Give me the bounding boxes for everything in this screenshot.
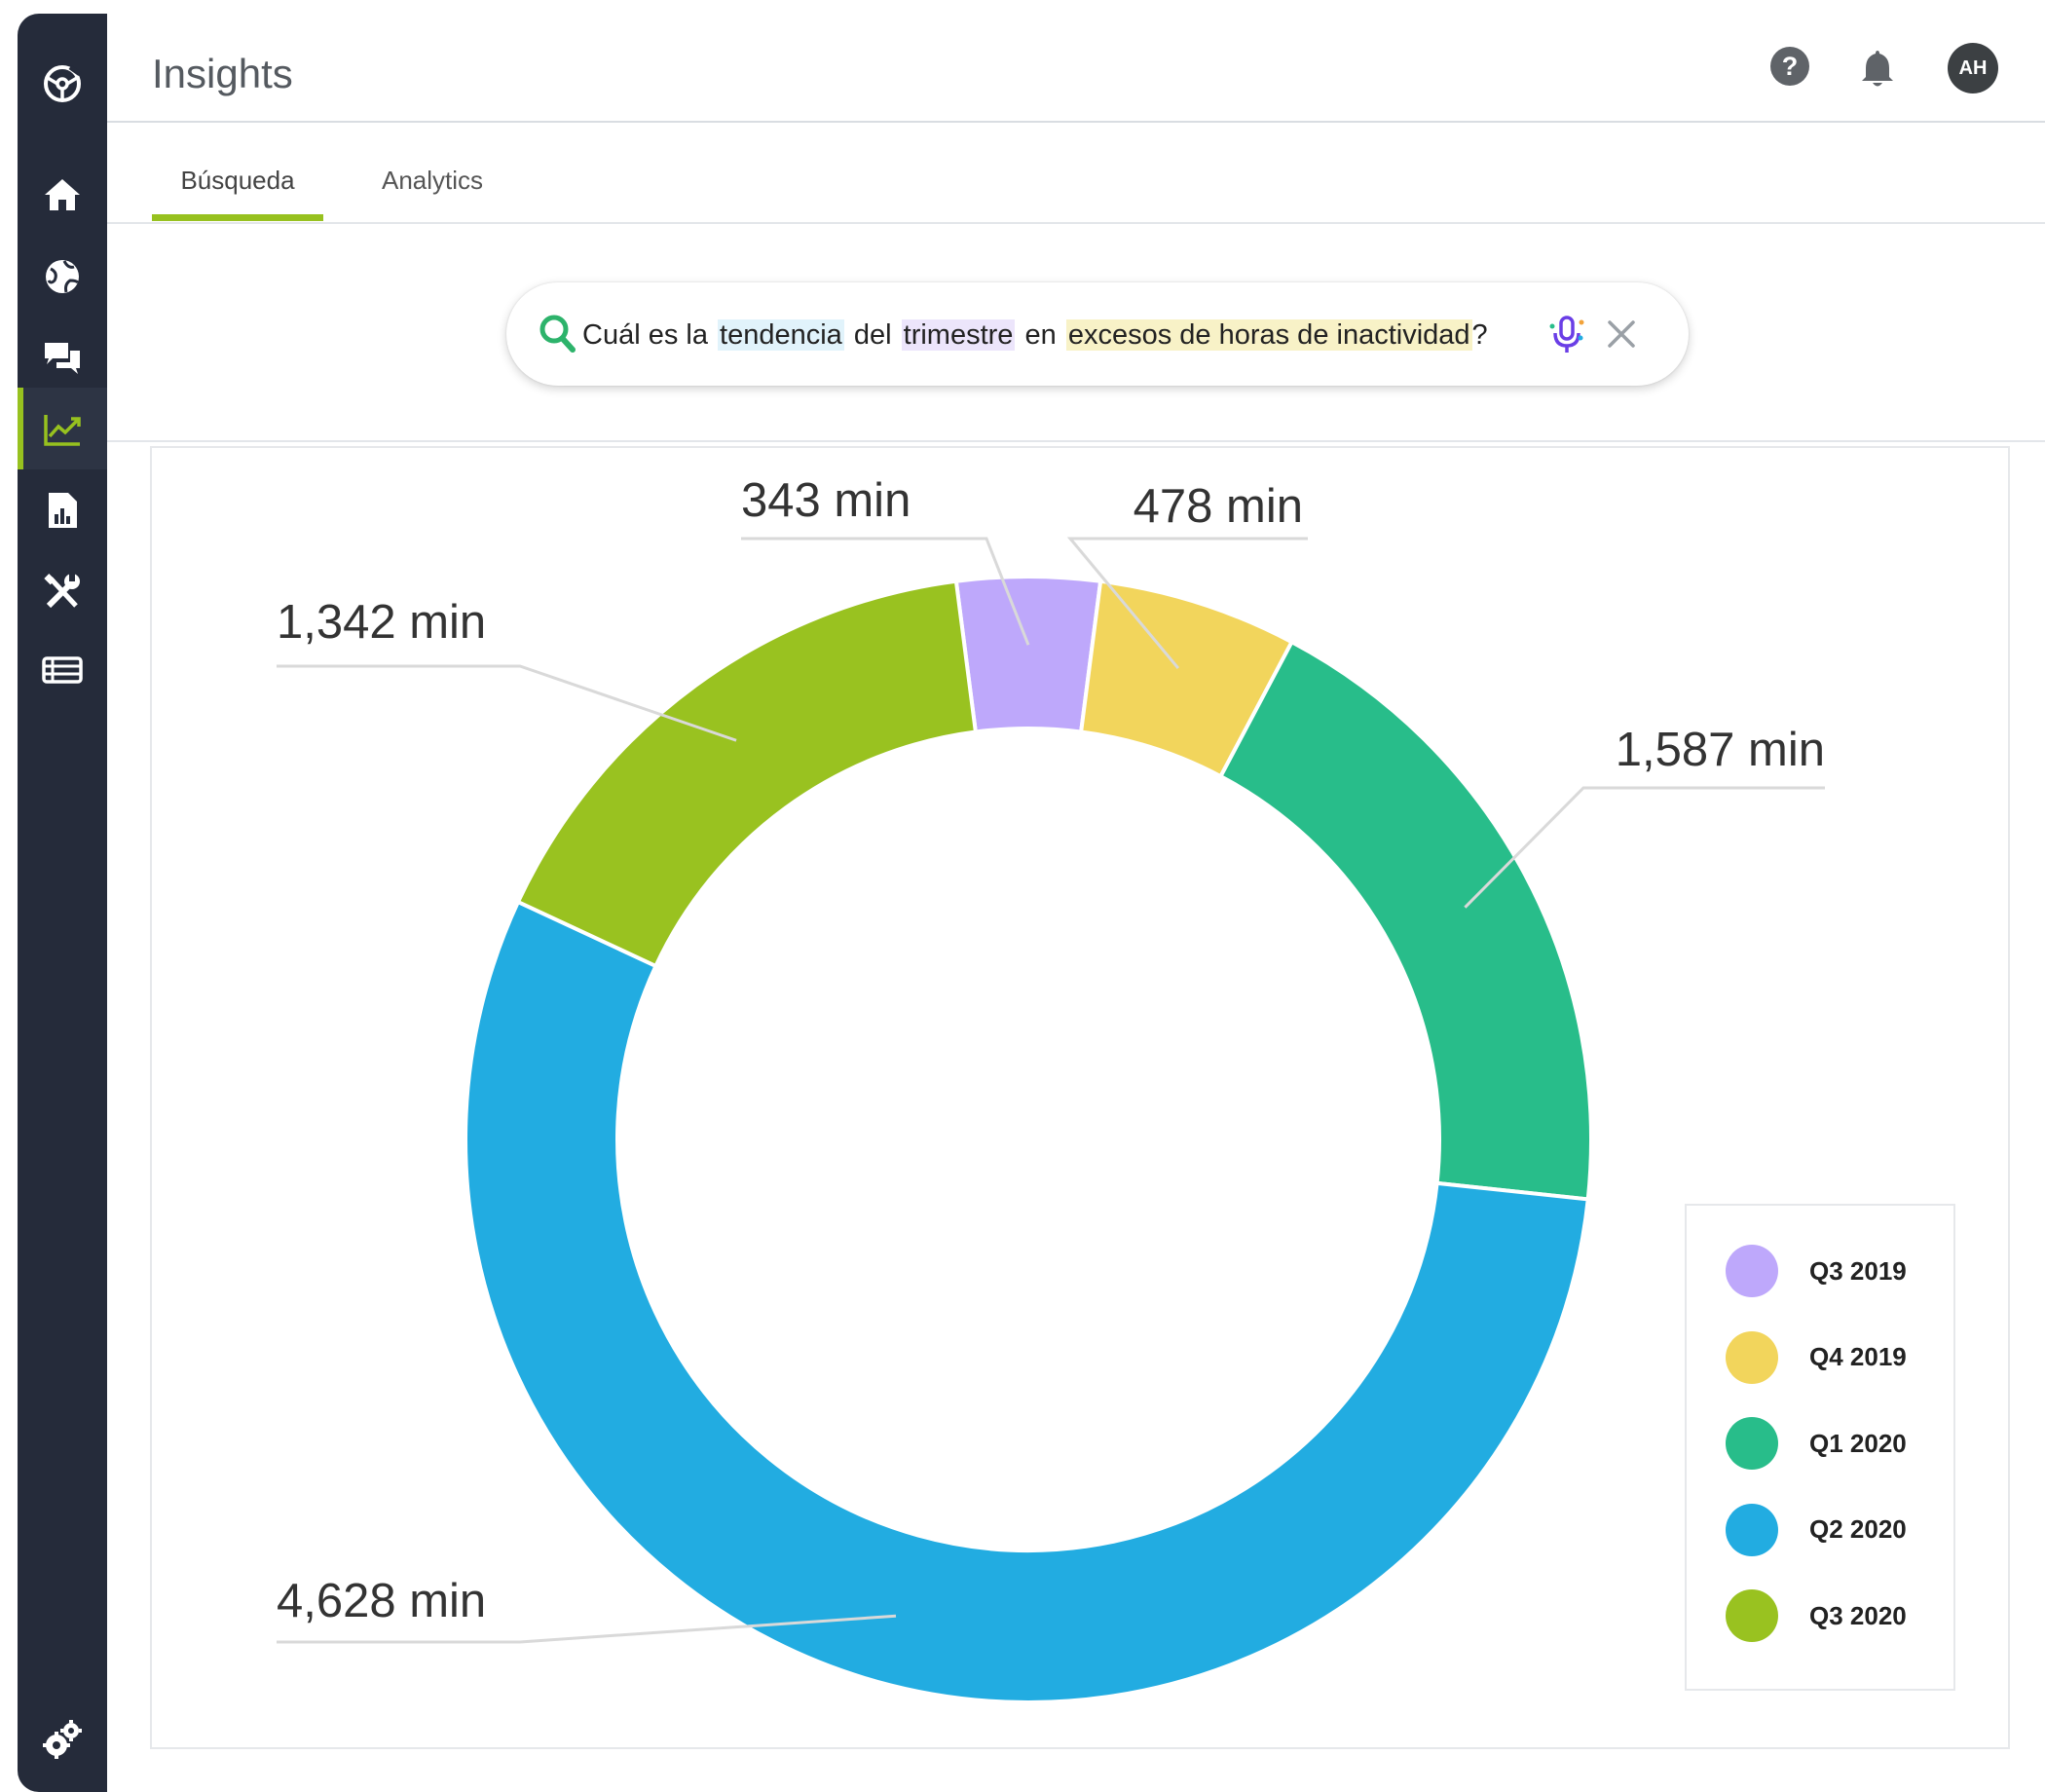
query-token-period: trimestre xyxy=(901,319,1016,351)
top-bar: Insights ? AH xyxy=(107,14,2045,123)
donut-slice-q3-2019[interactable] xyxy=(953,574,1103,734)
legend-item[interactable]: Q2 2020 xyxy=(1726,1503,1907,1556)
trend-chart-icon[interactable] xyxy=(18,388,107,469)
legend-swatch xyxy=(1726,1245,1778,1297)
chat-icon[interactable] xyxy=(18,317,107,399)
settings-icon[interactable] xyxy=(18,1699,107,1780)
tab-analytics[interactable]: Analytics xyxy=(382,166,484,195)
donut-chart: 343 min 478 min 1,587 min 4,628 min 1,342 mi… xyxy=(277,474,1825,1704)
report-icon[interactable] xyxy=(18,469,107,551)
query-token-measure: tendencia xyxy=(718,319,844,351)
data-label: 343 min xyxy=(741,474,911,527)
data-label: 1,342 min xyxy=(277,596,486,649)
query-text: en xyxy=(1024,319,1057,351)
legend-label: Q4 2019 xyxy=(1809,1342,1907,1371)
legend-item[interactable]: Q3 2019 xyxy=(1726,1245,1907,1297)
query-text: del xyxy=(853,319,892,351)
home-icon[interactable] xyxy=(18,154,107,236)
microphone-icon[interactable] xyxy=(1548,314,1585,355)
avatar[interactable]: AH xyxy=(1948,43,1998,93)
sidebar xyxy=(18,14,107,1792)
donut-slice-q1-2020[interactable] xyxy=(1217,639,1593,1202)
leader-line xyxy=(277,1614,897,1644)
active-tab-indicator xyxy=(152,214,323,221)
list-icon[interactable] xyxy=(18,629,107,711)
legend-item[interactable]: Q1 2020 xyxy=(1726,1417,1907,1470)
help-icon[interactable]: ? xyxy=(1770,47,1809,86)
donut-slice-q3-2020[interactable] xyxy=(515,579,979,969)
chart-legend: Q3 2019 Q4 2019 Q1 2020 Q2 2020 Q3 2020 xyxy=(1685,1204,1955,1691)
legend-label: Q3 2020 xyxy=(1809,1600,1907,1630)
data-label: 1,587 min xyxy=(1616,724,1825,776)
search-icon xyxy=(539,315,576,353)
data-label: 478 min xyxy=(1134,480,1303,533)
globe-icon[interactable] xyxy=(18,236,107,317)
query-token-metric: excesos de horas de inactividad xyxy=(1065,319,1472,351)
page-title: Insights xyxy=(152,51,293,96)
tab-bar: Búsqueda Analytics xyxy=(107,123,2045,224)
chart-panel: 343 min 478 min 1,587 min 4,628 min 1,342 mi… xyxy=(150,446,2010,1749)
query-text: ? xyxy=(1471,319,1488,351)
legend-item[interactable]: Q4 2019 xyxy=(1726,1330,1907,1384)
close-icon[interactable] xyxy=(1605,317,1638,351)
tab-busqueda[interactable]: Búsqueda xyxy=(180,166,295,195)
tools-icon[interactable] xyxy=(18,551,107,633)
legend-label: Q1 2020 xyxy=(1809,1428,1907,1458)
legend-swatch xyxy=(1726,1417,1778,1470)
leader-line xyxy=(277,664,737,742)
leader-line xyxy=(1464,786,1825,909)
legend-label: Q3 2019 xyxy=(1809,1255,1907,1286)
donut-slice-q2-2020[interactable] xyxy=(464,899,1590,1704)
data-label: 4,628 min xyxy=(277,1575,486,1627)
legend-item[interactable]: Q3 2020 xyxy=(1726,1589,1907,1642)
leader-line xyxy=(1066,537,1308,670)
search-area: Cuál es la tendencia del trimestre en ex… xyxy=(107,224,2045,442)
leader-line xyxy=(741,537,1030,646)
logo-icon[interactable] xyxy=(18,43,107,125)
legend-label: Q2 2020 xyxy=(1809,1514,1907,1544)
search-query: Cuál es la tendencia del trimestre en ex… xyxy=(580,314,1488,356)
query-text: Cuál es la xyxy=(582,319,708,351)
legend-swatch xyxy=(1726,1330,1778,1384)
legend-swatch xyxy=(1726,1589,1778,1642)
bell-icon[interactable] xyxy=(1858,47,1897,90)
legend-swatch xyxy=(1726,1503,1778,1556)
search-input[interactable]: Cuál es la tendencia del trimestre en ex… xyxy=(506,282,1689,386)
